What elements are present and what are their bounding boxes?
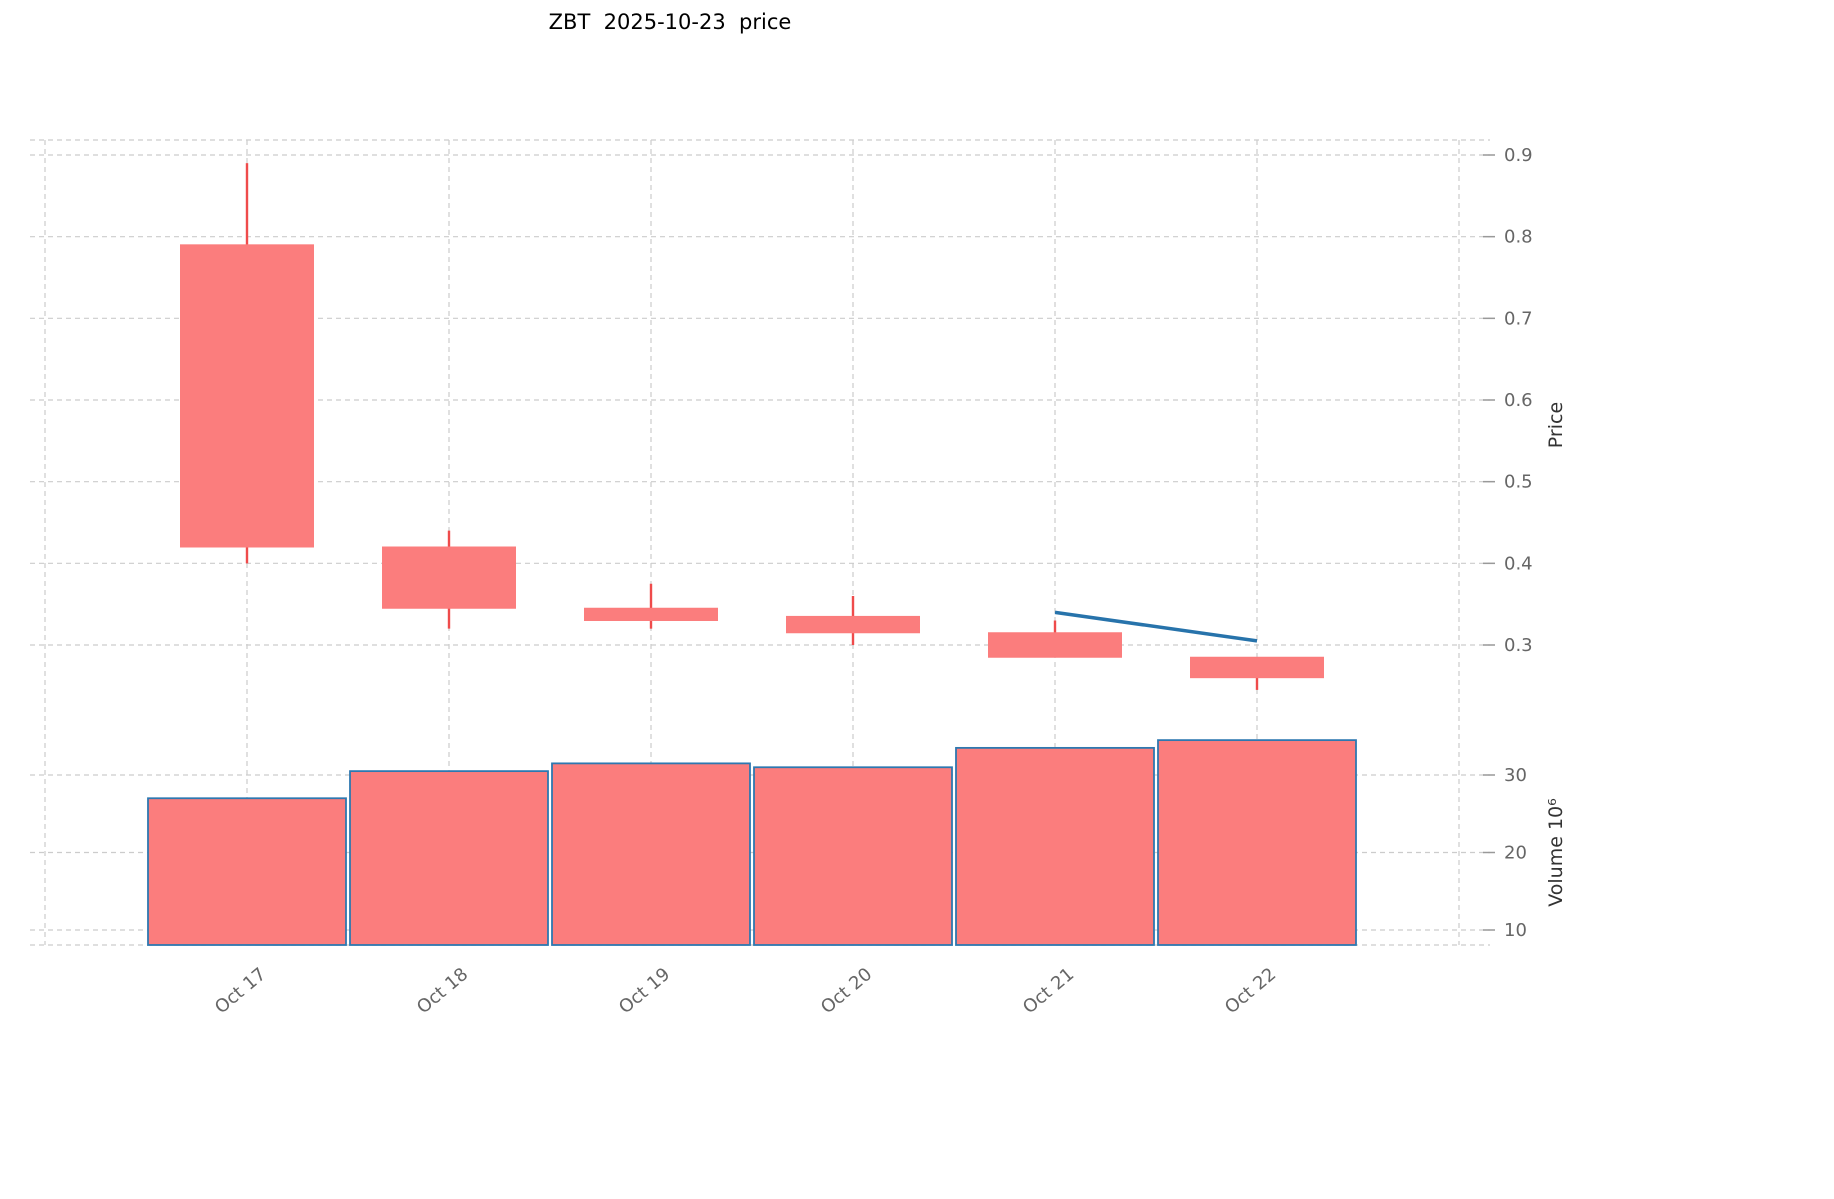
price-tick-label: 0.3 — [1504, 635, 1533, 656]
x-tick-label: Oct 19 — [615, 964, 674, 1018]
volume-bar — [1157, 739, 1357, 946]
volume-bar — [551, 762, 751, 946]
price-tick-label: 0.9 — [1504, 145, 1533, 166]
volume-bar — [147, 797, 347, 946]
volume-tick-label: 30 — [1504, 765, 1527, 786]
price-tick-label: 0.7 — [1504, 308, 1533, 329]
price-tick-label: 0.4 — [1504, 553, 1533, 574]
candle-body — [988, 632, 1122, 658]
candle-body — [1190, 656, 1324, 679]
volume-tick-label: 20 — [1504, 843, 1527, 864]
candle-body — [584, 607, 718, 621]
volume-bar — [955, 746, 1155, 946]
chart-title: ZBT 2025-10-23 price — [548, 10, 792, 34]
x-tick-label: Oct 22 — [1221, 964, 1280, 1018]
x-tick-label: Oct 17 — [211, 964, 270, 1018]
volume-bar — [349, 770, 549, 946]
volume-axis-title: Volume 10⁶ — [1545, 798, 1567, 907]
price-tick-label: 0.5 — [1504, 472, 1533, 493]
candle-body — [180, 244, 314, 548]
trend-line — [1054, 610, 1258, 643]
volume-tick-label: 10 — [1504, 920, 1527, 941]
x-tick-label: Oct 18 — [413, 964, 472, 1018]
x-tick-label: Oct 21 — [1019, 964, 1078, 1018]
x-tick-label: Oct 20 — [817, 964, 876, 1018]
candle-body — [786, 615, 920, 634]
volume-bar — [753, 766, 953, 946]
candle-body — [382, 546, 516, 609]
price-tick-label: 0.8 — [1504, 227, 1533, 248]
price-axis-title: Price — [1545, 402, 1567, 448]
price-tick-label: 0.6 — [1504, 390, 1533, 411]
